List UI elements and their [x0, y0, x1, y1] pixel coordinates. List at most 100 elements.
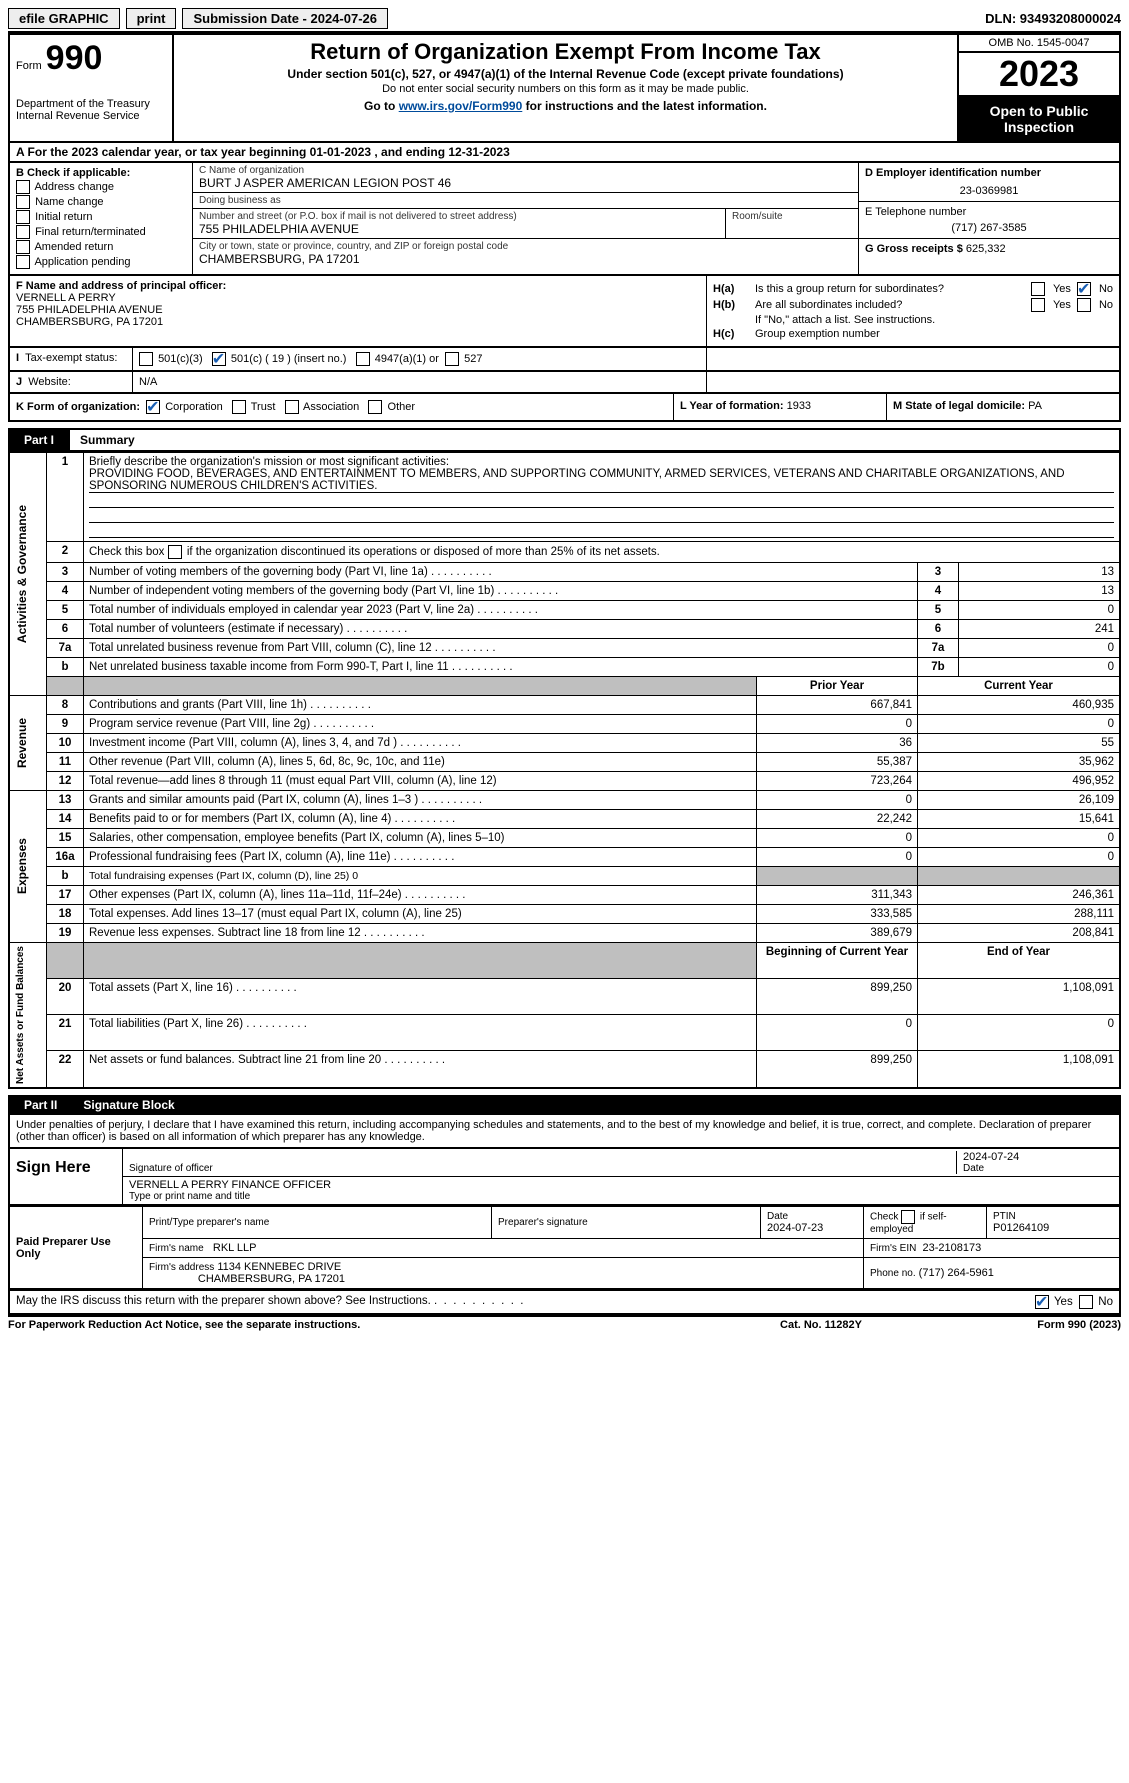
website-value: N/A — [133, 372, 707, 392]
header-mid: Return of Organization Exempt From Incom… — [174, 35, 959, 141]
may-discuss-row: May the IRS discuss this return with the… — [8, 1290, 1121, 1315]
527[interactable] — [445, 352, 459, 366]
opt-name-change[interactable]: Name change — [16, 195, 186, 209]
part1-table: Activities & Governance 1 Briefly descri… — [8, 452, 1121, 1089]
line2: Check this box if the organization disco… — [84, 542, 1121, 563]
irs-link[interactable]: www.irs.gov/Form990 — [399, 99, 523, 113]
opt-address-change[interactable]: Address change — [16, 180, 186, 194]
tel-cell: E Telephone number (717) 267-3585 — [859, 202, 1119, 239]
ptin: P01264109 — [993, 1222, 1049, 1234]
dln: DLN: 93493208000024 — [985, 11, 1121, 26]
form-subtitle: Under section 501(c), 527, or 4947(a)(1)… — [180, 67, 951, 81]
row-klm: K Form of organization: Corporation Trus… — [8, 394, 1121, 422]
penalties-text: Under penalties of perjury, I declare th… — [8, 1115, 1121, 1149]
print-button[interactable]: print — [126, 8, 177, 29]
ein-value: 23-0369981 — [865, 185, 1113, 197]
paid-preparer-label: Paid Preparer Use Only — [9, 1207, 143, 1290]
opt-final-return[interactable]: Final return/terminated — [16, 225, 186, 239]
row-m: M State of legal domicile: PA — [887, 394, 1119, 420]
sign-here-label: Sign Here — [10, 1149, 123, 1204]
ein-cell: D Employer identification number 23-0369… — [859, 163, 1119, 202]
current-year-hdr: Current Year — [918, 677, 1121, 696]
row-l: L Year of formation: 1933 — [674, 394, 887, 420]
form-goto: Go to www.irs.gov/Form990 for instructio… — [180, 99, 951, 113]
side-governance: Activities & Governance — [15, 505, 29, 643]
firm-ein: 23-2108173 — [922, 1242, 981, 1254]
row-k: K Form of organization: Corporation Trus… — [10, 394, 674, 420]
hb-no[interactable] — [1077, 298, 1091, 312]
k-assoc[interactable] — [285, 400, 299, 414]
4947[interactable] — [356, 352, 370, 366]
officer-addr2: CHAMBERSBURG, PA 17201 — [16, 316, 700, 328]
form-note: Do not enter social security numbers on … — [180, 83, 951, 95]
sign-date: 2024-07-24 — [963, 1151, 1019, 1163]
omb-number: OMB No. 1545-0047 — [959, 35, 1119, 53]
city-state-zip: CHAMBERSBURG, PA 17201 — [199, 252, 852, 266]
gross-receipts: 625,332 — [966, 243, 1006, 255]
mission-text: PROVIDING FOOD, BEVERAGES, AND ENTERTAIN… — [89, 468, 1114, 493]
form-title: Return of Organization Exempt From Incom… — [180, 39, 951, 65]
header-left: Form 990 Department of the Treasury Inte… — [10, 35, 174, 141]
tax-year: 2023 — [959, 53, 1119, 97]
form-label: Form — [16, 60, 42, 72]
firm-addr1: 1134 KENNEBEC DRIVE — [217, 1261, 341, 1273]
topbar: efile GRAPHIC print Submission Date - 20… — [8, 8, 1121, 33]
side-net-assets: Net Assets or Fund Balances — [15, 946, 26, 1084]
ha-no[interactable] — [1077, 282, 1091, 296]
department: Department of the Treasury Internal Reve… — [16, 98, 166, 122]
k-other[interactable] — [368, 400, 382, 414]
ha-yes[interactable] — [1031, 282, 1045, 296]
col-f: F Name and address of principal officer:… — [10, 276, 707, 346]
may-no[interactable] — [1079, 1295, 1093, 1309]
row-i: I Tax-exempt status: 501(c)(3) 501(c) ( … — [8, 348, 1121, 372]
part1-header: Part I Summary — [8, 428, 1121, 452]
firm-name: RKL LLP — [213, 1242, 257, 1254]
org-name: BURT J ASPER AMERICAN LEGION POST 46 — [199, 176, 852, 190]
k-trust[interactable] — [232, 400, 246, 414]
part2-header: Part II Signature Block — [8, 1095, 1121, 1115]
opt-application-pending[interactable]: Application pending — [16, 255, 186, 269]
line3-val: 13 — [959, 563, 1121, 582]
col-d: D Employer identification number 23-0369… — [859, 163, 1119, 274]
gross-cell: G Gross receipts $ 625,332 — [859, 239, 1119, 274]
block-fh: F Name and address of principal officer:… — [8, 276, 1121, 348]
opt-initial-return[interactable]: Initial return — [16, 210, 186, 224]
dba-cell: Doing business as — [193, 193, 858, 209]
k-corp[interactable] — [146, 400, 160, 414]
submission-date: Submission Date - 2024-07-26 — [182, 8, 388, 29]
side-expenses: Expenses — [15, 838, 29, 894]
officer-name: VERNELL A PERRY — [16, 292, 700, 304]
form-number: 990 — [46, 39, 103, 78]
open-inspection: Open to Public Inspection — [959, 97, 1119, 141]
firm-addr2: CHAMBERSBURG, PA 17201 — [198, 1273, 345, 1285]
form-header: Form 990 Department of the Treasury Inte… — [8, 33, 1121, 143]
sign-here-block: Sign Here Signature of officer 2024-07-2… — [8, 1149, 1121, 1206]
city-cell: City or town, state or province, country… — [193, 239, 858, 268]
col-h: H(a) Is this a group return for subordin… — [707, 276, 1119, 346]
officer-addr1: 755 PHILADELPHIA AVENUE — [16, 304, 700, 316]
page-footer: For Paperwork Reduction Act Notice, see … — [8, 1315, 1121, 1331]
efile-button[interactable]: efile GRAPHIC — [8, 8, 120, 29]
section-b-header: B Check if applicable: — [16, 167, 186, 179]
501c3[interactable] — [139, 352, 153, 366]
paid-preparer-block: Paid Preparer Use Only Print/Type prepar… — [8, 1206, 1121, 1290]
501c[interactable] — [212, 352, 226, 366]
header-right: OMB No. 1545-0047 2023 Open to Public In… — [959, 35, 1119, 141]
self-employed-check[interactable] — [901, 1210, 915, 1224]
prior-year-hdr: Prior Year — [757, 677, 918, 696]
room-cell: Room/suite — [726, 209, 858, 238]
officer-name-title: VERNELL A PERRY FINANCE OFFICER — [129, 1179, 331, 1191]
may-yes[interactable] — [1035, 1295, 1049, 1309]
mission-label: Briefly describe the organization's miss… — [89, 456, 449, 468]
telephone: (717) 267-3585 — [865, 222, 1113, 234]
hb-yes[interactable] — [1031, 298, 1045, 312]
line3-desc: Number of voting members of the governin… — [89, 566, 428, 578]
street-address: 755 PHILADELPHIA AVENUE — [199, 222, 719, 236]
side-revenue: Revenue — [15, 718, 29, 768]
org-name-cell: C Name of organization BURT J ASPER AMER… — [193, 163, 858, 193]
street-cell: Number and street (or P.O. box if mail i… — [193, 209, 726, 238]
col-c: C Name of organization BURT J ASPER AMER… — [193, 163, 859, 274]
block-bcd: B Check if applicable: Address change Na… — [8, 163, 1121, 276]
row-j: J Website: N/A — [8, 372, 1121, 394]
opt-amended-return[interactable]: Amended return — [16, 240, 186, 254]
